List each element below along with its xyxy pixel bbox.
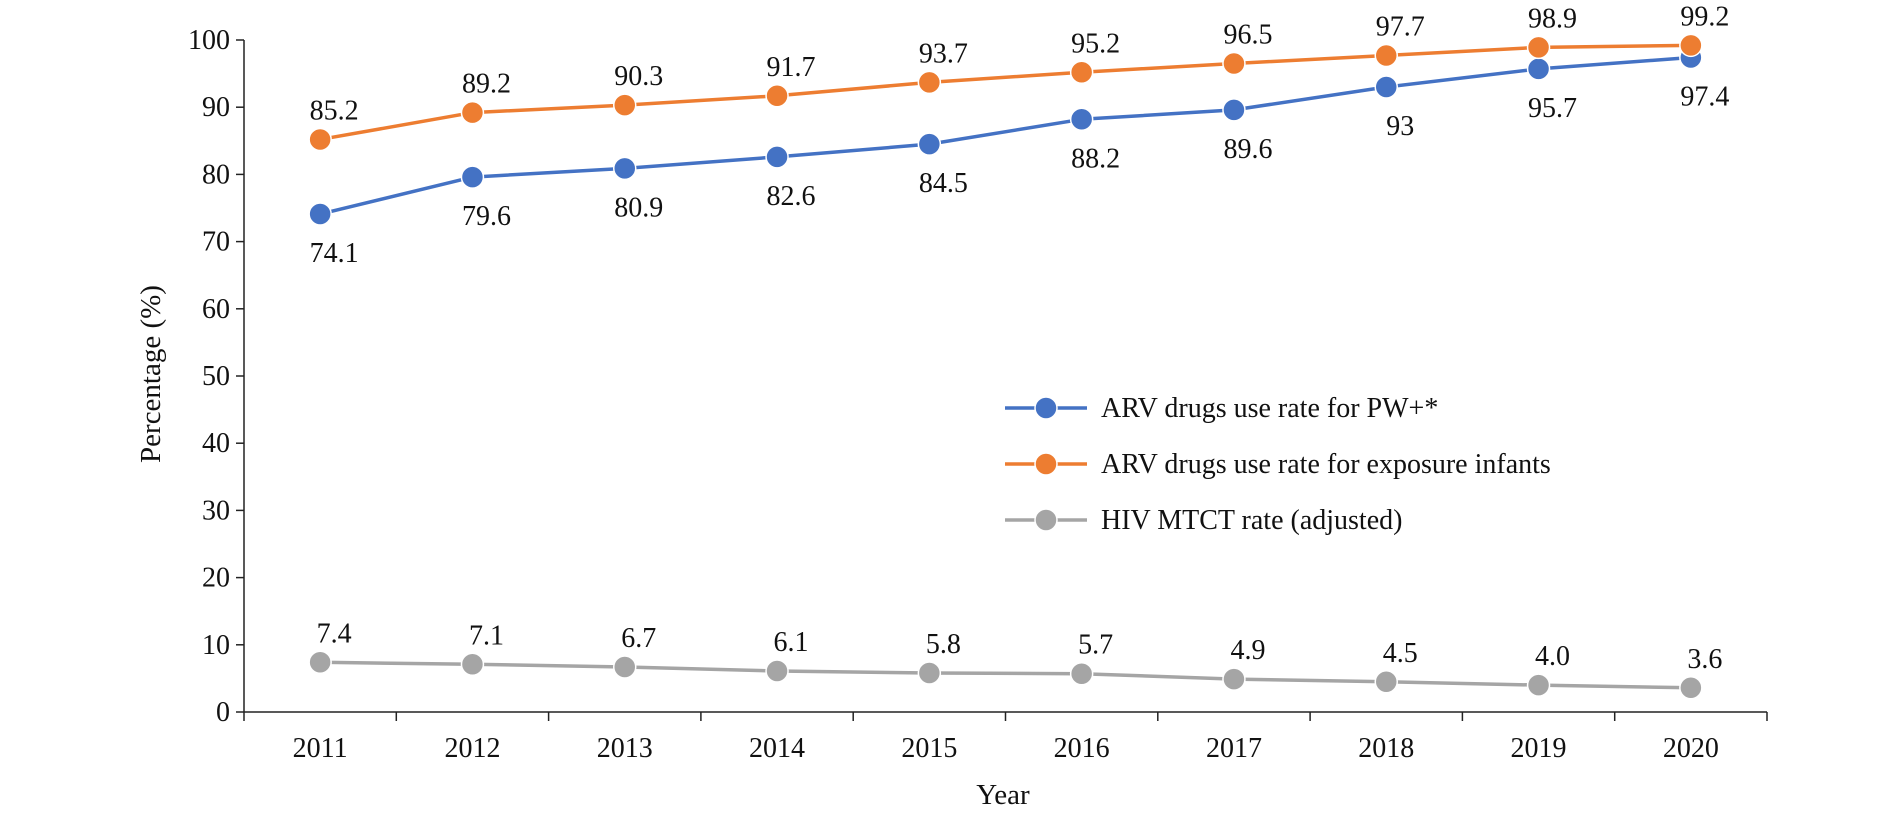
data-point [460, 652, 485, 677]
data-point [1069, 661, 1094, 686]
y-tick-label: 40 [202, 428, 230, 459]
y-tick-label: 10 [202, 630, 230, 661]
data-label: 6.7 [621, 623, 656, 654]
data-label: 74.1 [310, 238, 359, 269]
data-labels: 74.1 79.6 80.9 82.6 84.5 88.2 89.6 93 95.7 97.4 85… [310, 1, 1730, 674]
y-tick-label: 30 [202, 495, 230, 526]
data-point [1526, 673, 1551, 697]
data-label: 4.9 [1230, 635, 1265, 666]
data-point [1069, 60, 1094, 85]
data-point [460, 165, 485, 189]
x-tick-label: 2013 [597, 733, 653, 764]
legend-marker [1034, 452, 1058, 476]
data-label: 97.7 [1376, 11, 1425, 42]
data-point [308, 127, 332, 152]
legend-label: ARV drugs use rate for PW+* [1101, 393, 1438, 424]
data-label: 7.4 [317, 618, 352, 649]
series-lines [319, 43, 1691, 690]
data-point [613, 156, 637, 181]
legend-label: ARV drugs use rate for exposure infants [1101, 449, 1551, 480]
data-label: 7.1 [469, 620, 504, 651]
data-label: 98.9 [1528, 3, 1577, 34]
series-line [319, 55, 1691, 216]
x-tick-label: 2019 [1511, 733, 1567, 764]
y-tick-label: 70 [202, 227, 230, 258]
x-tick-label: 2018 [1358, 733, 1414, 764]
x-tick-label: 2020 [1663, 733, 1719, 764]
data-label: 89.2 [462, 69, 511, 100]
data-point [1222, 667, 1246, 691]
data-label: 6.1 [774, 627, 809, 658]
data-label: 91.7 [767, 52, 816, 83]
legend-label: HIV MTCT rate (adjusted) [1101, 505, 1402, 536]
data-point [1374, 75, 1398, 99]
data-label: 5.7 [1078, 630, 1113, 661]
y-tick-label: 100 [188, 25, 230, 56]
data-point [917, 70, 942, 95]
data-point [765, 145, 789, 169]
x-tick-label: 2016 [1054, 733, 1110, 764]
data-point [765, 84, 789, 108]
y-tick-label: 90 [202, 92, 230, 123]
data-point [613, 655, 637, 679]
data-label: 88.2 [1071, 143, 1120, 174]
legend-marker [1034, 396, 1058, 420]
data-point [1374, 670, 1398, 694]
data-point [613, 93, 637, 117]
data-label: 80.9 [614, 192, 663, 223]
x-tick-label: 2014 [749, 733, 805, 764]
legend: ARV drugs use rate for PW+* ARV drugs use… [1005, 393, 1551, 536]
data-label: 96.5 [1223, 20, 1272, 51]
y-tick-label: 50 [202, 361, 230, 392]
series-points [308, 33, 1703, 700]
data-point [1679, 33, 1703, 58]
data-point [765, 659, 789, 683]
data-label: 79.6 [462, 201, 511, 232]
data-point [1374, 43, 1398, 68]
data-point [308, 202, 332, 226]
axes: 0 10 20 30 40 50 60 70 80 90 100 2011 2012 2013 2014 20… [188, 25, 1768, 764]
x-tick-label: 2017 [1206, 733, 1262, 764]
series-line [320, 660, 1691, 690]
y-tick-label: 80 [202, 159, 230, 190]
data-label: 4.5 [1383, 638, 1418, 669]
x-axis-title: Year [976, 779, 1030, 811]
x-tick-label: 2015 [901, 733, 957, 764]
data-point [917, 661, 942, 685]
data-point [308, 650, 332, 675]
data-label: 90.3 [614, 61, 663, 92]
data-label: 95.7 [1528, 93, 1577, 124]
data-point [1222, 98, 1246, 122]
data-label: 84.5 [919, 168, 968, 199]
data-point [1222, 51, 1246, 76]
x-tick-label: 2012 [444, 733, 500, 764]
data-label: 93 [1386, 111, 1414, 142]
series-line [319, 43, 1691, 142]
x-tick-label: 2011 [293, 733, 348, 764]
data-label: 3.6 [1687, 644, 1722, 675]
data-label: 4.0 [1535, 641, 1570, 672]
y-tick-label: 20 [202, 563, 230, 594]
legend-marker [1034, 508, 1058, 532]
data-label: 89.6 [1223, 134, 1272, 165]
data-label: 5.8 [926, 629, 961, 660]
data-point [460, 100, 485, 125]
y-axis-title: Percentage (%) [135, 285, 167, 463]
data-label: 97.4 [1680, 81, 1729, 112]
data-label: 93.7 [919, 38, 968, 69]
y-tick-label: 0 [216, 697, 230, 728]
data-point [1526, 35, 1551, 60]
data-point [917, 132, 942, 156]
data-label: 99.2 [1680, 1, 1729, 32]
data-point [1526, 57, 1551, 81]
data-label: 95.2 [1071, 28, 1120, 59]
data-point [1679, 676, 1703, 700]
data-label: 82.6 [767, 181, 816, 212]
data-label: 85.2 [310, 95, 359, 126]
y-tick-label: 60 [202, 294, 230, 325]
data-point [1069, 107, 1094, 132]
